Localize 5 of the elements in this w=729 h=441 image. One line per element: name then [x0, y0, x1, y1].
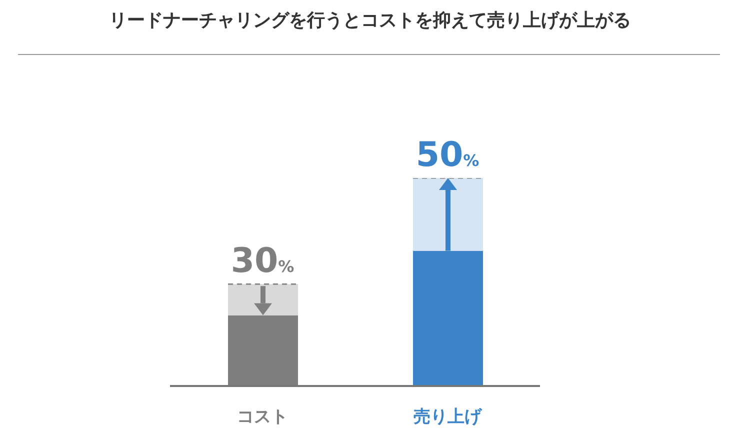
annotation: 30% — [230, 241, 294, 282]
annotation: 50% — [416, 135, 480, 175]
chart-title: リードナーチャリングを行うとコストを抑えて売り上げが上がる — [108, 9, 632, 32]
x-tick-label: コスト — [237, 407, 288, 427]
x-tick-label: 売り上げ — [414, 407, 482, 427]
